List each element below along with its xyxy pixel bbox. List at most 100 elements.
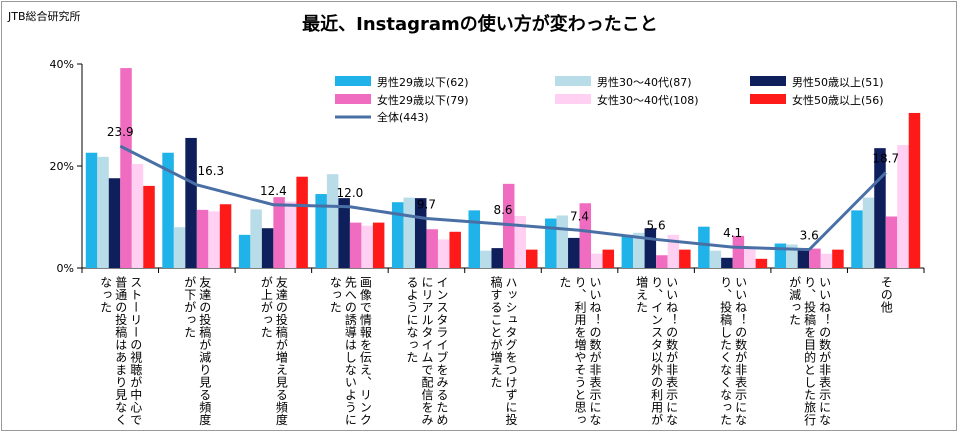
bar bbox=[579, 203, 592, 268]
bar bbox=[437, 239, 450, 268]
bar bbox=[908, 112, 921, 269]
bar bbox=[208, 211, 220, 268]
bar bbox=[744, 249, 756, 268]
bar bbox=[809, 248, 821, 268]
line-data-label: 12.4 bbox=[260, 184, 287, 198]
bar bbox=[621, 234, 634, 268]
bar bbox=[591, 253, 603, 268]
bar bbox=[261, 228, 274, 268]
legend-label: 女性50歳以上(56) bbox=[792, 93, 884, 107]
bar bbox=[797, 248, 810, 268]
legend-swatch bbox=[750, 76, 786, 86]
bar bbox=[851, 210, 863, 268]
x-category-text: いいね！の数が非表示になり、インスタ以外の利用が増えた bbox=[634, 276, 679, 426]
bar bbox=[361, 225, 373, 268]
bar bbox=[284, 201, 297, 268]
chart-title: 最近、Instagramの使い方が変わったこと bbox=[302, 14, 658, 35]
bar bbox=[143, 185, 155, 268]
y-tick-label: 20% bbox=[50, 160, 74, 173]
legend-label: 女性29歳以下(79) bbox=[377, 93, 469, 107]
x-category-label: ストーリーの視聴が中心で普通の投稿はあまり見なくなった bbox=[82, 276, 159, 426]
x-category-text: その他 bbox=[879, 276, 894, 314]
bar bbox=[679, 249, 691, 268]
line-data-label: 4.1 bbox=[723, 226, 742, 240]
bar bbox=[755, 258, 768, 268]
bar bbox=[97, 156, 109, 268]
bar bbox=[545, 218, 557, 268]
line-data-label: 9.7 bbox=[417, 198, 436, 212]
x-category-text: ハッシュタグをつけずに投稿することが増えた bbox=[488, 276, 518, 426]
x-category-text: 画像で情報を伝え、リンク先への誘導はしないようになった bbox=[328, 276, 373, 426]
bar bbox=[173, 227, 186, 268]
bar bbox=[820, 253, 833, 268]
bar bbox=[874, 148, 886, 268]
source-label: JTB総合研究所 bbox=[8, 10, 81, 23]
x-category-label: いいね！の数が非表示になり、インスタ以外の利用が増えた bbox=[618, 276, 695, 426]
bar bbox=[238, 234, 251, 268]
line-data-label: 23.9 bbox=[107, 125, 134, 139]
bar bbox=[315, 194, 327, 268]
overall-line bbox=[119, 144, 887, 252]
bar bbox=[85, 152, 98, 268]
bar bbox=[786, 244, 798, 268]
x-category-label: いいね！の数が非表示になり、利用を増やそうと思った bbox=[541, 276, 618, 426]
bar bbox=[667, 234, 680, 268]
line-data-label: 5.6 bbox=[647, 218, 666, 232]
x-category-label: ハッシュタグをつけずに投稿することが増えた bbox=[465, 276, 542, 426]
x-category-text: いいね！の数が非表示になり、利用を増やそうと思った bbox=[558, 276, 603, 426]
bar bbox=[338, 198, 350, 268]
bar bbox=[602, 249, 615, 268]
legend-swatch bbox=[555, 76, 591, 86]
bar bbox=[862, 197, 875, 268]
bar bbox=[120, 68, 132, 268]
x-category-text: 友達の投稿が減り見る頻度が下がった bbox=[182, 276, 212, 426]
legend-swatch bbox=[335, 76, 371, 86]
bar bbox=[709, 250, 722, 268]
bar bbox=[832, 249, 844, 268]
x-category-text: ストーリーの視聴が中心で普通の投稿はあまり見なくなった bbox=[98, 276, 143, 426]
bar bbox=[372, 222, 385, 268]
legend-label: 男性29歳以下(62) bbox=[377, 75, 469, 89]
bar bbox=[698, 226, 710, 268]
bar bbox=[556, 215, 569, 268]
bar bbox=[568, 237, 580, 268]
bar bbox=[468, 210, 480, 268]
bar bbox=[196, 209, 209, 268]
bar bbox=[185, 137, 197, 268]
line-data-label: 12.0 bbox=[337, 186, 364, 200]
y-tick-label: 40% bbox=[50, 58, 74, 71]
bar bbox=[414, 198, 427, 268]
bar bbox=[349, 222, 362, 268]
legend-swatch bbox=[335, 94, 371, 104]
bar bbox=[162, 152, 174, 268]
x-category-label: その他 bbox=[847, 276, 924, 426]
bar bbox=[721, 257, 733, 268]
x-category-text: 友達の投稿が増え見る頻度が上がった bbox=[259, 276, 289, 426]
bar bbox=[656, 255, 668, 268]
bar bbox=[403, 197, 415, 268]
line-data-label: 3.6 bbox=[800, 229, 819, 243]
x-category-label: いいね！の数が非表示になり、投稿したくなくなった bbox=[694, 276, 771, 426]
bar bbox=[897, 145, 909, 268]
bar bbox=[219, 204, 232, 268]
legend-swatch bbox=[555, 94, 591, 104]
legend-label: 男性30～40代(87) bbox=[597, 75, 692, 89]
bar bbox=[449, 231, 461, 268]
bar bbox=[732, 235, 745, 268]
legend-label: 全体(443) bbox=[377, 110, 429, 124]
bar bbox=[326, 174, 339, 268]
x-category-label: 友達の投稿が増え見る頻度が上がった bbox=[235, 276, 312, 426]
legend-label: 男性50歳以上(51) bbox=[792, 75, 884, 89]
x-category-text: いいね！の数が非表示になり、投稿したくなくなった bbox=[718, 276, 748, 426]
bar bbox=[391, 202, 404, 268]
x-category-text: いいね！の数が非表示になり、投稿を目的とした旅行が減った bbox=[787, 276, 832, 426]
y-tick-label: 0% bbox=[57, 262, 74, 275]
line-data-label: 18.7 bbox=[872, 152, 899, 166]
bar bbox=[480, 250, 492, 268]
x-category-text: インスタライブをみるためにリアルタイムで配信をみるようになった bbox=[404, 276, 449, 426]
x-category-label: 画像で情報を伝え、リンク先への誘導はしないようになった bbox=[312, 276, 389, 426]
legend-label: 女性30～40代(108) bbox=[597, 93, 699, 107]
bar bbox=[250, 209, 262, 268]
bar bbox=[514, 215, 526, 268]
